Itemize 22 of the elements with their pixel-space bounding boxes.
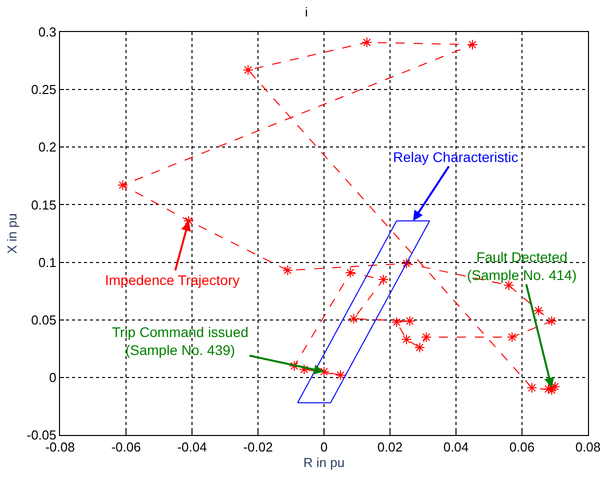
x-tick-label: 0.08: [575, 440, 601, 455]
annotation: Trip Command issued (Sample No. 439): [112, 324, 248, 358]
x-axis-title: R in pu: [303, 455, 345, 470]
y-axis-title: X in pu: [4, 213, 20, 254]
y-tick-label: 0.25: [31, 82, 56, 98]
x-tick-label: -0.02: [243, 440, 273, 455]
x-tick-label: 0.04: [443, 440, 469, 455]
y-tick-label: 0.3: [38, 24, 56, 40]
chart-title: i: [305, 4, 308, 20]
x-tick-label: -0.06: [111, 440, 141, 455]
y-tick-label: 0.1: [38, 254, 56, 270]
annotation: Relay Characteristic: [393, 149, 518, 165]
y-tick-label: 0.15: [31, 197, 56, 212]
annotation: Impedence Trajectory: [105, 272, 240, 288]
x-tick-label: 0.02: [377, 440, 403, 455]
x-tick-label: -0.04: [177, 440, 207, 455]
annotation: Fault Decteted (Sample No. 414): [467, 249, 577, 284]
x-tick-label: 0.06: [509, 440, 535, 455]
y-tick-label: 0: [49, 370, 56, 385]
y-tick-label: 0.05: [31, 312, 56, 328]
y-tick-label: 0.2: [38, 140, 56, 155]
x-tick-label: 0: [320, 440, 328, 455]
